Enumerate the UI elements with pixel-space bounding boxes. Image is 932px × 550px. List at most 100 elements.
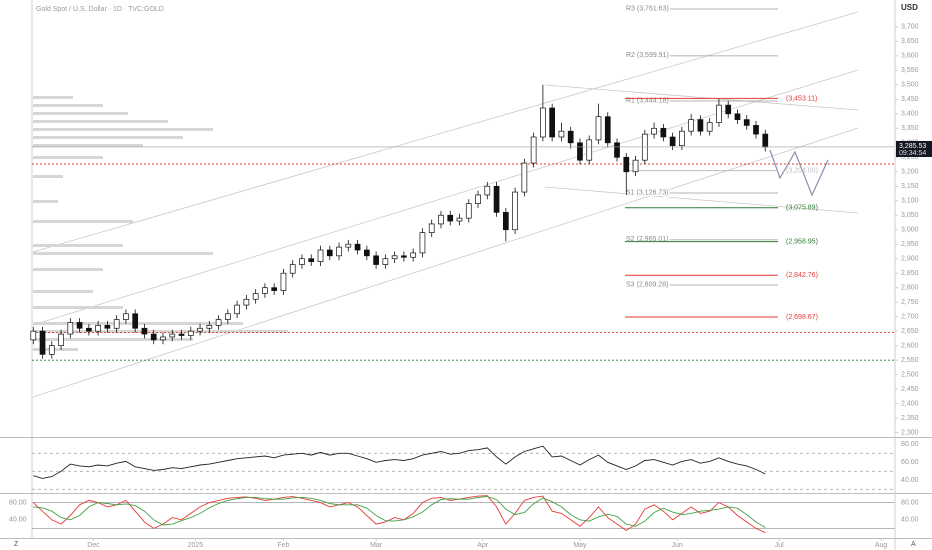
candle-body [225,313,231,320]
candle-body [558,130,565,138]
candle-body [206,325,213,329]
y-tick-label: 2,550 [901,357,919,364]
corner-label: A [911,541,916,548]
candle-body [197,327,203,332]
x-tick-label: May [573,542,587,549]
profile-bar [33,96,73,99]
profile-bar [33,338,193,341]
candle-body [734,113,741,120]
candle-body [716,104,722,123]
profile-bar [33,200,58,203]
candle-body [725,104,732,115]
x-tick-label: Aug [875,542,888,549]
candle-body [160,336,166,341]
profile-bar [33,120,168,123]
candle-body [48,345,55,355]
candle-body [428,223,435,233]
candle-body [354,243,361,251]
y-tick-label: 3,500 [901,82,919,89]
stoch-line [32,495,766,534]
pivot-label: S1 (3,126.73) [626,189,668,196]
profile-bar [33,252,213,255]
y-tick-label: 2,500 [901,371,919,378]
target-label: (3,453.11) [786,95,817,102]
y-tick-label: 3,650 [901,38,919,45]
channel-upper [32,11,859,253]
candle-body [336,246,342,257]
candle-body [632,159,639,173]
candle-body [401,255,407,258]
candle-body [317,249,324,262]
candle-body [30,330,37,341]
candle-body [651,127,657,135]
x-tick-label: Feb [277,542,289,549]
y-tick-label: 2,700 [901,314,919,321]
x-tick-label: Jun [672,542,683,549]
profile-bar [33,268,103,271]
candle-body [595,116,602,141]
y-tick-label: 3,000 [901,227,919,234]
y-tick-label: 3,150 [901,183,919,190]
rsi-tick-label: 60.00 [901,459,919,466]
channel-lower [32,127,859,398]
candle-body [271,287,278,291]
candle-body [753,125,759,135]
candle-body [521,162,528,193]
y-tick-label: 2,800 [901,285,919,292]
candle-body [215,319,222,326]
candle-body [493,185,500,213]
trend-line [544,186,859,214]
stoch-tick-label: 40.00 [901,517,919,524]
stoch-tick-label: 40.00 [9,517,27,524]
candle-body [187,330,194,336]
profile-bar [33,220,133,223]
y-tick-label: 2,600 [901,342,919,349]
rsi-tick-label: 80.00 [901,441,919,448]
x-tick-label: Apr [477,542,489,549]
candle-body [679,130,685,147]
x-tick-label: Jul [775,542,784,549]
target-label: (2,958.95) [786,238,818,245]
candle-body [280,272,287,291]
candle-body [113,319,120,329]
candle-body [141,327,148,335]
forecast-path [769,149,829,197]
candle-body [530,136,537,164]
candle-body [410,252,417,258]
target-label: (3,075.89) [786,205,818,212]
profile-bar [33,104,103,107]
candle-body [419,232,426,254]
pivot-label: R2 (3,599.91) [626,52,669,59]
y-tick-label: 3,350 [901,125,919,132]
countdown-label: 09:34:54 [899,150,926,157]
last-price-label: 3,285.53 [899,143,926,150]
candle-body [438,214,444,225]
candle-body [382,258,389,265]
target-label: (3,204.00) [786,167,818,174]
candle-body [549,107,556,138]
y-tick-label: 2,400 [901,400,919,407]
x-tick-label: 2025 [188,542,204,549]
stoch-tick-label: 80.00 [9,499,27,506]
candle-body [308,258,315,262]
candle-body [604,116,611,144]
candle-body [262,287,268,294]
candle-body [762,133,769,148]
currency-label: USD [901,3,918,12]
x-tick-label: Dec [87,542,100,549]
target-label: (2,842.76) [786,272,818,279]
candle-body [178,333,185,336]
candle-body [86,327,92,332]
y-tick-label: 3,700 [901,24,919,31]
candle-body [475,194,481,204]
candle-body [586,139,593,161]
chart-title: Gold Spot / U.S. Dollar · 1D · TVC:GOLD [36,6,164,13]
y-tick-label: 2,950 [901,241,919,248]
y-tick-label: 3,200 [901,169,919,176]
candle-body [540,107,546,138]
profile-bar [33,156,103,159]
candle-body [76,322,83,329]
candle-body [688,119,694,132]
y-tick-label: 2,750 [901,299,919,306]
